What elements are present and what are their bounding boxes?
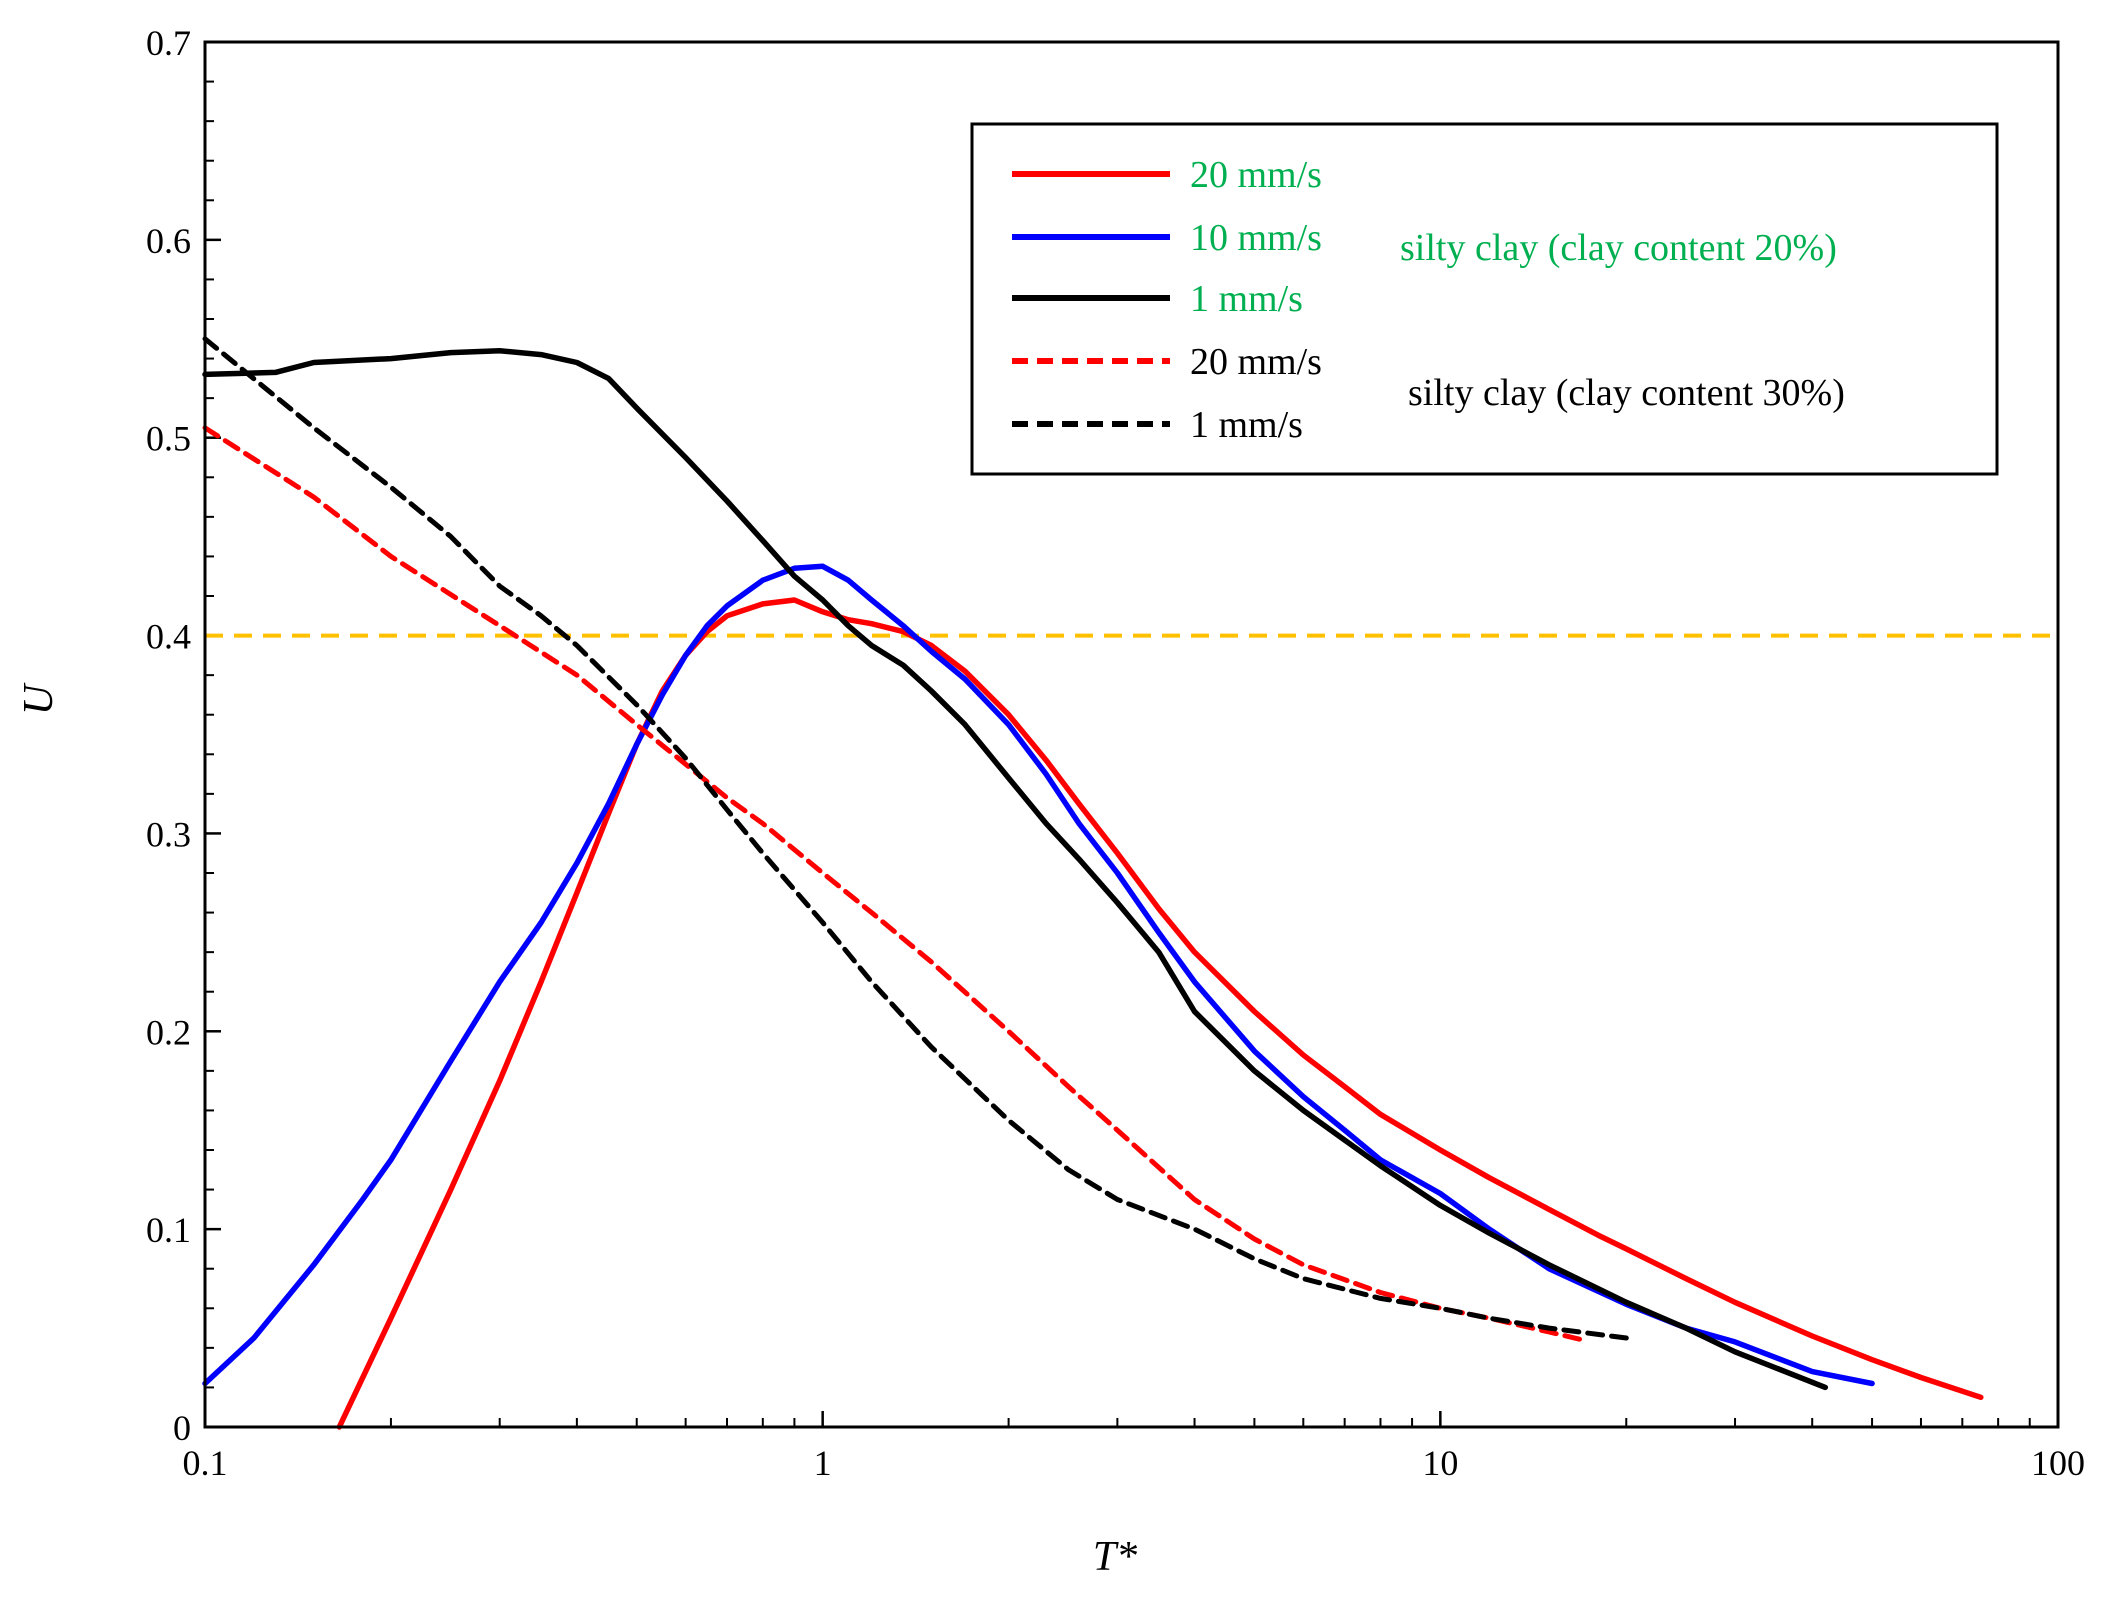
legend-group-label-clay30: silty clay (clay content 30%) xyxy=(1408,372,1845,414)
legend-label-20mms-clay30: 20 mm/s xyxy=(1190,341,1322,383)
series-1mms-clay30-line xyxy=(202,336,1629,1341)
legend-label-1mms-clay30: 1 mm/s xyxy=(1190,404,1303,446)
legend: 20 mm/s 10 mm/s 1 mm/s 20 mm/s 1 mm/s si… xyxy=(970,122,1999,476)
x-tick-label: 0.1 xyxy=(183,1443,228,1483)
y-tick-label: 0.5 xyxy=(146,419,191,459)
plot-area-frame xyxy=(203,40,2060,1429)
series-10mms-clay20-line xyxy=(202,563,1875,1387)
x-tick-label: 10 xyxy=(1422,1443,1458,1483)
y-tick-label: 0.4 xyxy=(146,617,191,657)
series-1mms-clay20-line xyxy=(202,347,1829,1391)
x-axis-title: T* xyxy=(1093,1534,1137,1580)
y-tick-label: 0.6 xyxy=(146,221,191,261)
x-tick-label: 1 xyxy=(814,1443,832,1483)
legend-label-1mms-clay20: 1 mm/s xyxy=(1190,278,1303,320)
x-tick-label: 100 xyxy=(2031,1443,2085,1483)
legend-label-10mms-clay20: 10 mm/s xyxy=(1190,217,1322,259)
legend-label-20mms-clay20: 20 mm/s xyxy=(1190,154,1322,196)
legend-group-label-clay20: silty clay (clay content 20%) xyxy=(1400,227,1837,269)
y-tick-label: 0.1 xyxy=(146,1210,191,1250)
y-tick-label: 0 xyxy=(173,1408,191,1448)
y-tick-label: 0.2 xyxy=(146,1012,191,1052)
series-20mms-clay30-line xyxy=(202,425,1586,1343)
series-layer xyxy=(202,336,1984,1430)
y-tick-label: 0.7 xyxy=(146,23,191,63)
y-tick-label: 0.3 xyxy=(146,814,191,854)
y-axis-title: U xyxy=(16,682,62,715)
